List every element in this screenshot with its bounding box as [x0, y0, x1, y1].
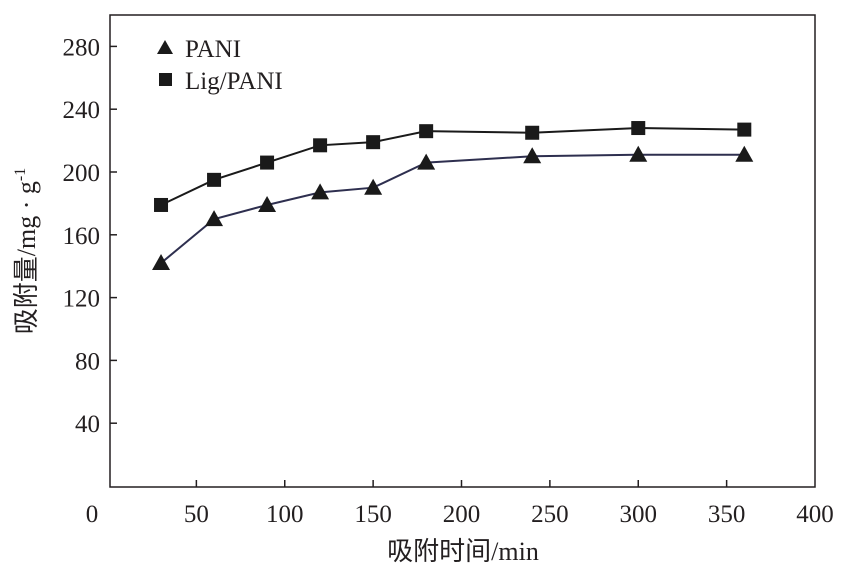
data-point-triangle [311, 183, 330, 200]
data-point-square [525, 125, 540, 140]
data-point-square [313, 138, 328, 153]
y-tick-label: 80 [75, 348, 100, 375]
y-tick-label: 200 [63, 160, 101, 187]
x-tick-label: 400 [796, 501, 834, 528]
data-point-triangle [523, 147, 542, 164]
y-tick-label: 240 [63, 97, 101, 124]
data-point-square [207, 172, 222, 187]
x-tick-label: 50 [184, 501, 209, 528]
series-line [160, 127, 745, 206]
y-tick-label: 120 [63, 286, 101, 313]
data-point-square [737, 122, 752, 137]
data-point-triangle [629, 145, 648, 162]
x-tick-label: 0 [86, 501, 99, 528]
legend-marker-triangle [157, 40, 173, 54]
y-axis-label-superscript: -1 [12, 168, 29, 181]
legend: PANI Lig/PANI [157, 36, 283, 95]
data-point-triangle [735, 145, 754, 162]
plot-frame [109, 14, 816, 488]
data-point-square [154, 197, 169, 212]
legend-label: Lig/PANI [185, 68, 283, 95]
data-point-triangle [364, 178, 383, 195]
data-point-triangle [258, 195, 277, 212]
x-tick-label: 200 [443, 501, 481, 528]
data-point-triangle [205, 210, 224, 227]
x-tick-label: 350 [708, 501, 746, 528]
series-line [160, 153, 745, 264]
y-tick-label: 160 [63, 223, 101, 250]
x-axis-label: 吸附时间/min [387, 537, 539, 566]
data-point-square [419, 124, 434, 139]
data-point-square [366, 135, 381, 150]
data-point-square [631, 121, 646, 136]
data-point-triangle [417, 153, 436, 170]
x-tick-label: 300 [620, 501, 658, 528]
y-tick-label: 280 [63, 34, 101, 61]
x-tick-label: 150 [354, 501, 392, 528]
data-point-square [260, 155, 275, 170]
y-tick-label: 40 [75, 411, 100, 438]
y-axis-label: 吸附量/mg · g-1 [12, 168, 41, 334]
x-tick-label: 250 [531, 501, 569, 528]
data-point-triangle [152, 254, 171, 271]
x-tick-label: 100 [266, 501, 304, 528]
legend-label: PANI [185, 36, 241, 63]
legend-marker-square [159, 73, 172, 86]
